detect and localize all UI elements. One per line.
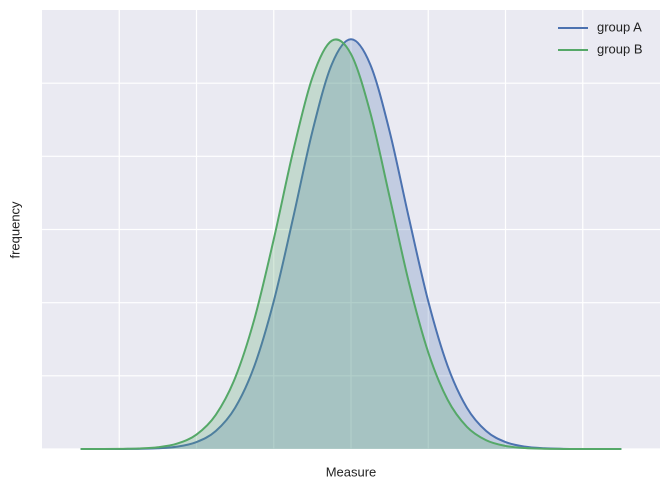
x-axis-label: Measure bbox=[326, 464, 377, 479]
line bbox=[80, 38, 622, 451]
area bbox=[80, 39, 622, 450]
legend-label: group B bbox=[597, 41, 643, 56]
area bbox=[80, 39, 622, 450]
legend-label: group A bbox=[597, 19, 642, 34]
y-axis-label: frequency bbox=[7, 201, 22, 259]
line bbox=[80, 38, 622, 450]
